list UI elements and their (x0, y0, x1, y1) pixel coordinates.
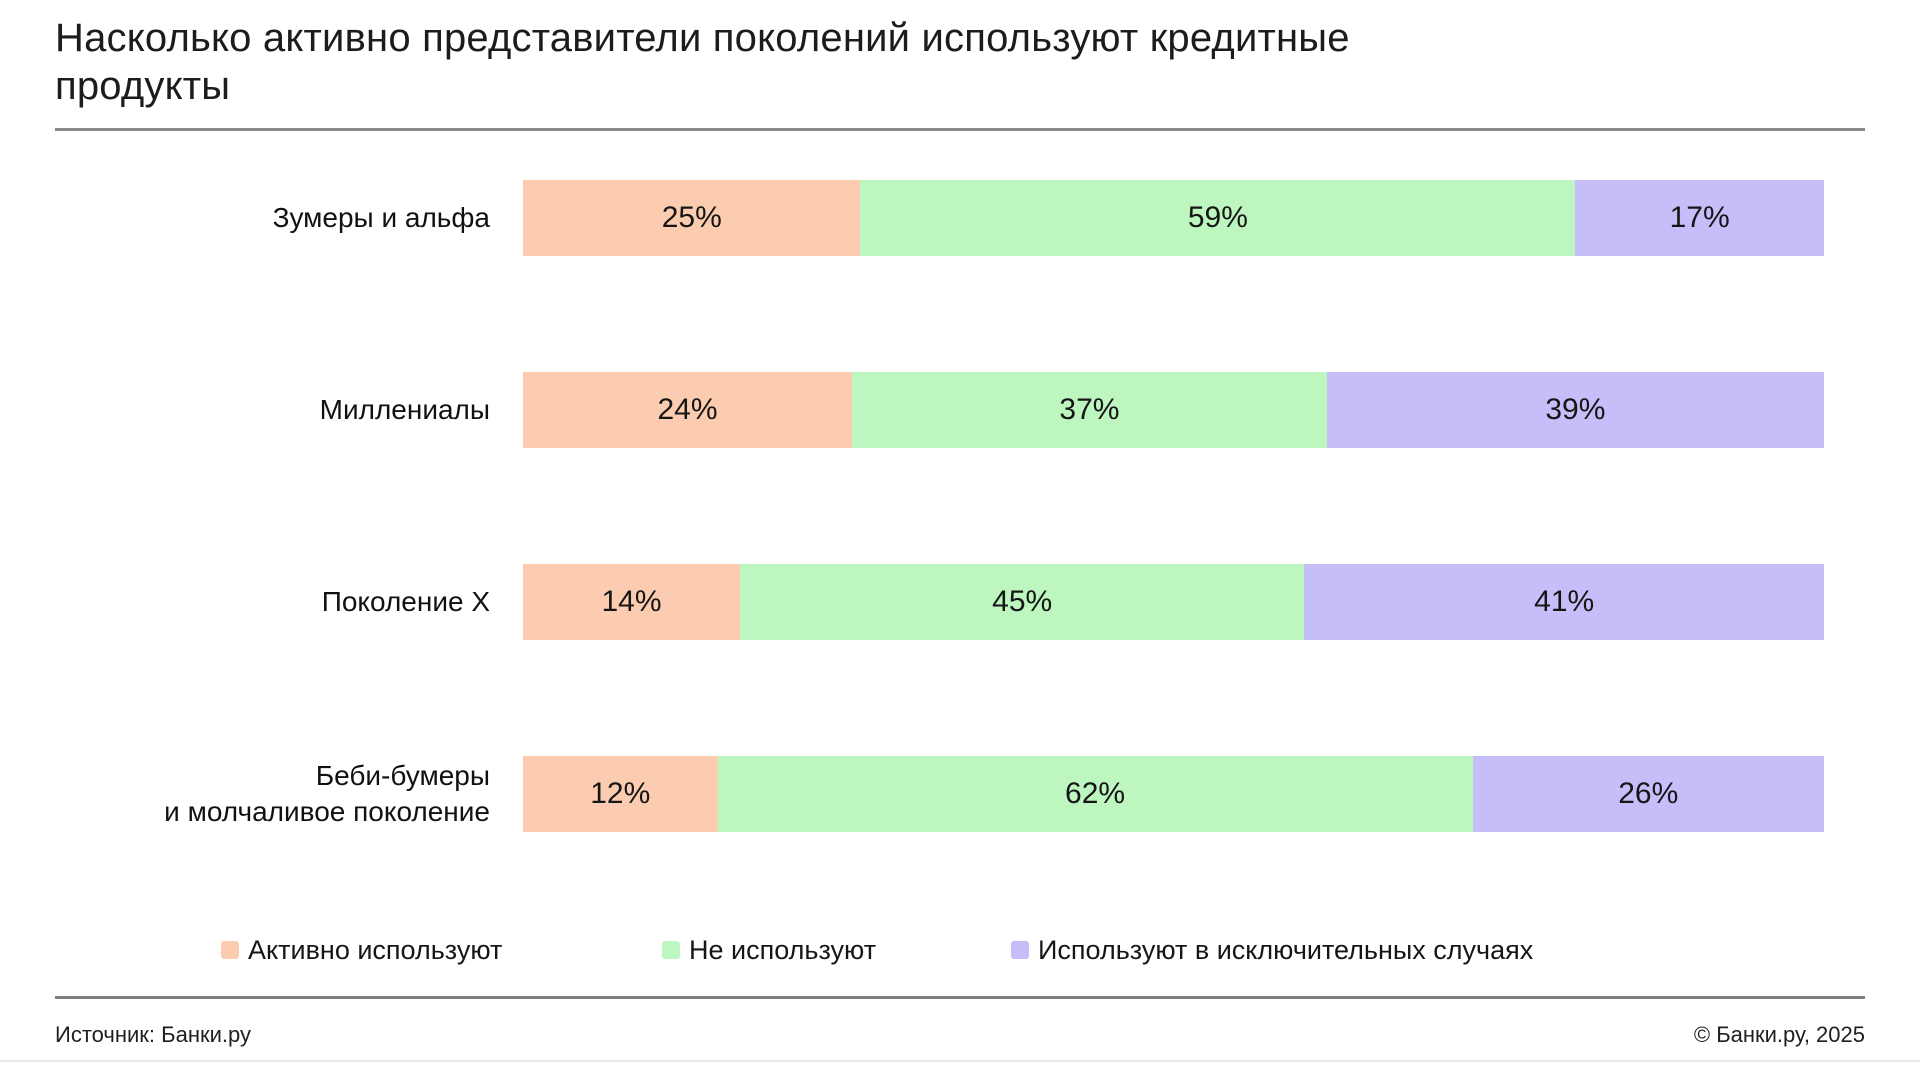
chart-rows: Зумеры и альфа 25% 59% 17% Миллениалы 24% 37% 3… (55, 180, 1865, 832)
segment-value-label: 59% (1187, 201, 1248, 234)
legend-item: Используют в исключительных случаях (1011, 930, 1533, 970)
copyright-label: © Банки.ру, 2025 (1693, 1022, 1865, 1047)
category-label: Зумеры и альфа (272, 202, 490, 233)
segment-value-label: 41% (1534, 585, 1595, 618)
category-label: Поколение X (321, 586, 490, 617)
segment-value-label: 37% (1059, 393, 1120, 426)
category-label: Беби-бумеры и молчаливое поколение (164, 760, 490, 827)
legend-swatch-icon (662, 941, 680, 959)
chart-legend: Активно используют Не используют Использую… (0, 930, 1920, 970)
segment-value-label: 26% (1618, 777, 1679, 810)
bar-segment-active: 24% (523, 372, 853, 448)
bar-segment-not-using: 37% (852, 372, 1327, 448)
bar-segment-not-using: 45% (739, 564, 1305, 640)
legend-swatch-icon (221, 941, 239, 959)
bar-segment-exceptional: 39% (1326, 372, 1824, 448)
segment-value-label: 12% (590, 777, 651, 810)
title-divider (55, 128, 1865, 131)
legend-label: Используют в исключительных случаях (1038, 934, 1534, 965)
page-bottom-border (0, 1060, 1920, 1062)
segment-value-label: 62% (1065, 777, 1126, 810)
stacked-bar: 12% 62% 26% (523, 756, 1824, 832)
source-label: Источник: Банки.ру (55, 1022, 251, 1047)
chart-row: Зумеры и альфа 25% 59% 17% (55, 180, 1865, 256)
stacked-bar: 25% 59% 17% (523, 180, 1824, 256)
bar-segment-exceptional: 17% (1575, 180, 1824, 256)
chart-title: Насколько активно представители поколени… (55, 16, 1350, 108)
stacked-bar: 24% 37% 39% (523, 372, 1824, 448)
chart-row: Беби-бумеры и молчаливое поколение 12% 62%… (55, 756, 1865, 832)
segment-value-label: 17% (1669, 201, 1730, 234)
legend-item: Активно используют (221, 930, 502, 970)
segment-value-label: 25% (661, 201, 722, 234)
bar-segment-exceptional: 41% (1304, 564, 1824, 640)
stacked-bar-chart: Зумеры и альфа 25% 59% 17% Миллениалы 24% 37% 3… (55, 180, 1865, 832)
footer: Источник: Банки.ру © Банки.ру, 2025 (55, 1022, 1865, 1048)
chart-row: Поколение X 14% 45% 41% (55, 564, 1865, 640)
bar-segment-active: 12% (523, 756, 718, 832)
bar-segment-not-using: 62% (717, 756, 1473, 832)
legend-label: Активно используют (248, 934, 503, 965)
bar-segment-active: 25% (523, 180, 861, 256)
legend-label: Не используют (689, 934, 877, 965)
segment-value-label: 14% (601, 585, 662, 618)
chart-row: Миллениалы 24% 37% 39% (55, 372, 1865, 448)
bar-segment-active: 14% (523, 564, 740, 640)
segment-value-label: 24% (657, 393, 718, 426)
legend-item: Не используют (662, 930, 876, 970)
bar-segment-not-using: 59% (860, 180, 1576, 256)
segment-value-label: 45% (992, 585, 1053, 618)
segment-value-label: 39% (1545, 393, 1606, 426)
footer-divider (55, 996, 1865, 999)
legend-swatch-icon (1011, 941, 1029, 959)
stacked-bar: 14% 45% 41% (523, 564, 1824, 640)
bar-segment-exceptional: 26% (1472, 756, 1824, 832)
category-label: Миллениалы (319, 394, 490, 425)
